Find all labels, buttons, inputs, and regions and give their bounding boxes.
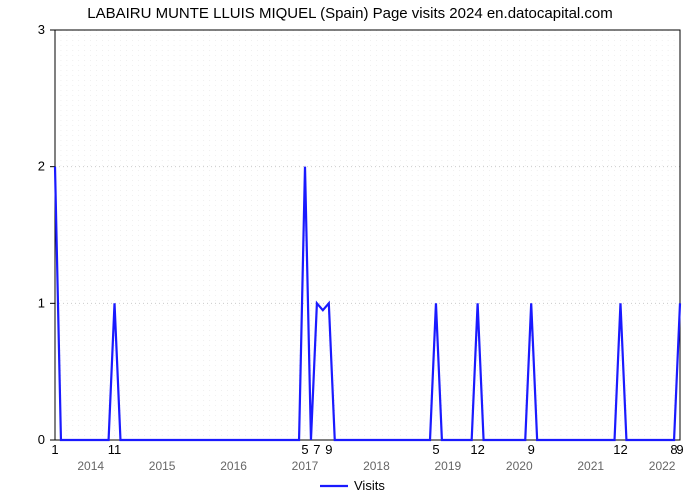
year-label: 2021	[577, 459, 604, 473]
y-tick-label: 2	[38, 159, 45, 174]
x-tick-label: 9	[325, 442, 332, 457]
year-label: 2016	[220, 459, 247, 473]
year-label: 2017	[292, 459, 319, 473]
year-label: 2020	[506, 459, 533, 473]
x-tick-label: 11	[108, 442, 122, 457]
year-label: 2019	[435, 459, 462, 473]
x-tick-label: 5	[301, 442, 308, 457]
chart-title: LABAIRU MUNTE LLUIS MIQUEL (Spain) Page …	[87, 5, 613, 22]
x-tick-label: 7	[313, 442, 320, 457]
year-label: 2022	[649, 459, 676, 473]
legend-label: Visits	[354, 478, 385, 493]
year-label: 2015	[149, 459, 176, 473]
x-tick-label: 12	[613, 442, 627, 457]
year-label: 2018	[363, 459, 390, 473]
x-tick-label: 12	[470, 442, 484, 457]
page-visits-chart: 0123111579512912892014201520162017201820…	[0, 0, 700, 500]
x-tick-label: 9	[528, 442, 535, 457]
x-tick-label: 5	[432, 442, 439, 457]
y-tick-label: 3	[38, 22, 45, 37]
x-tick-label: 1	[51, 442, 58, 457]
y-tick-label: 1	[38, 295, 45, 310]
y-tick-label: 0	[38, 432, 45, 447]
x-tick-label: 9	[676, 442, 683, 457]
year-label: 2014	[77, 459, 104, 473]
